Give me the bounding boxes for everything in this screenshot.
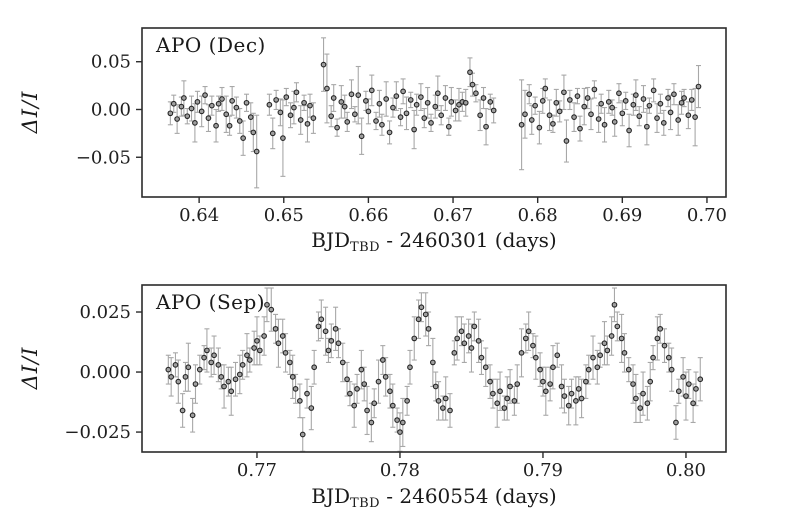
bottom-panel-title: APO (Sep) <box>156 290 266 314</box>
svg-text:0.68: 0.68 <box>518 205 558 226</box>
bottom-panel-xlabel: BJDTBD - 2460554 (days) <box>142 484 726 511</box>
svg-text:0.70: 0.70 <box>687 205 727 226</box>
svg-text:0.00: 0.00 <box>91 99 131 120</box>
svg-text:0.78: 0.78 <box>380 460 420 481</box>
svg-text:0.79: 0.79 <box>523 460 563 481</box>
svg-text:0.05: 0.05 <box>91 52 131 73</box>
svg-text:0.66: 0.66 <box>348 205 388 226</box>
svg-text:0.65: 0.65 <box>264 205 304 226</box>
top-panel-ylabel: ΔI/I <box>18 90 42 134</box>
svg-text:−0.05: −0.05 <box>76 147 131 168</box>
svg-text:0.80: 0.80 <box>666 460 706 481</box>
bottom-xlabel-offset: - 2460554 (days) <box>379 484 557 508</box>
bottom-panel-ylabel: ΔI/I <box>18 346 42 390</box>
svg-text:0.64: 0.64 <box>179 205 219 226</box>
top-panel-title: APO (Dec) <box>156 33 266 57</box>
svg-text:0.77: 0.77 <box>237 460 277 481</box>
svg-text:0.000: 0.000 <box>79 362 131 383</box>
svg-text:0.025: 0.025 <box>79 302 131 323</box>
bottom-xlabel-base: BJD <box>311 484 351 508</box>
top-panel-xlabel: BJDTBD - 2460301 (days) <box>142 228 726 255</box>
bottom-xlabel-subscript: TBD <box>350 496 380 511</box>
top-xlabel-subscript: TBD <box>350 240 380 255</box>
top-xlabel-base: BJD <box>311 228 351 252</box>
svg-text:0.67: 0.67 <box>433 205 473 226</box>
svg-text:0.69: 0.69 <box>602 205 642 226</box>
svg-text:−0.025: −0.025 <box>64 422 131 443</box>
top-xlabel-offset: - 2460301 (days) <box>379 228 557 252</box>
